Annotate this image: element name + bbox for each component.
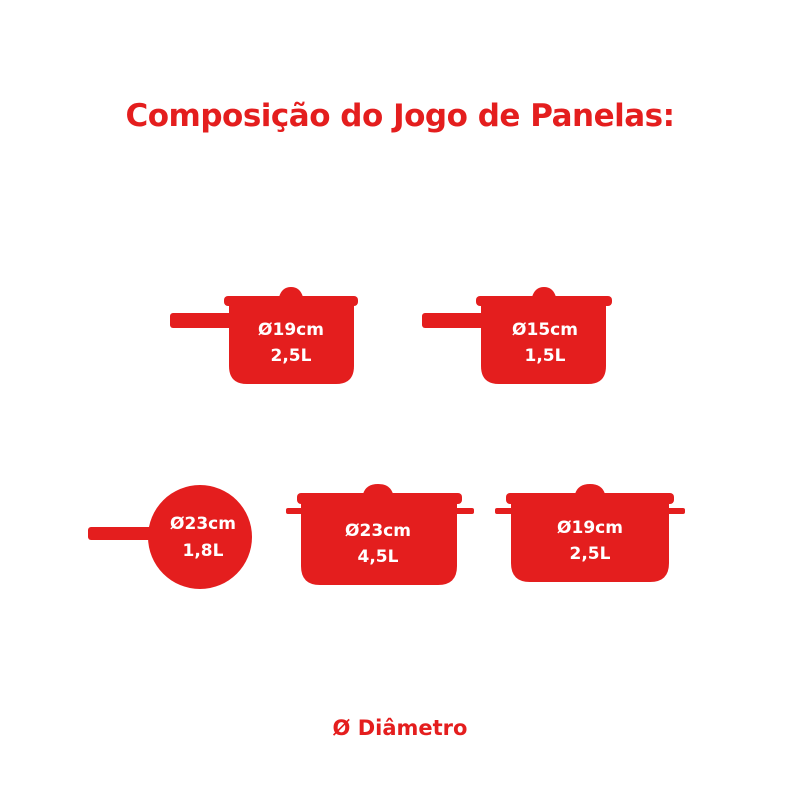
saucepan-body [481, 304, 606, 384]
casserole-handle-right [665, 508, 685, 514]
frying-pan-23cm: Ø23cm 1,8L [88, 485, 252, 589]
casserole-lid [506, 493, 674, 504]
saucepan-19cm: Ø19cm 2,5L [170, 287, 358, 384]
diameter-legend: Ø Diâmetro [332, 716, 468, 740]
casserole-lid [297, 493, 462, 504]
pot-volume: 2,5L [271, 346, 312, 366]
saucepan-lid [224, 296, 358, 306]
casserole-23cm: Ø23cm 4,5L [286, 484, 474, 585]
casserole-handle-left [495, 508, 515, 514]
saucepan-handle [422, 313, 484, 328]
casserole-19cm: Ø19cm 2,5L [495, 484, 685, 582]
pot-volume: 1,8L [183, 541, 224, 561]
casserole-handle-right [452, 508, 474, 514]
frying-pan-handle [88, 527, 158, 540]
casserole-body [301, 502, 457, 585]
saucepan-lid [476, 296, 612, 306]
pot-diameter: Ø23cm [170, 514, 236, 534]
pot-diameter: Ø23cm [345, 521, 411, 541]
pot-diameter: Ø19cm [557, 518, 623, 538]
pot-diameter: Ø15cm [512, 320, 578, 340]
saucepan-body [229, 304, 354, 384]
frying-pan-body [148, 485, 252, 589]
saucepan-handle [170, 313, 232, 328]
lid-knob [279, 287, 303, 297]
pot-volume: 2,5L [570, 544, 611, 564]
pot-volume: 4,5L [358, 547, 399, 567]
lid-knob [575, 484, 605, 494]
pot-diameter: Ø19cm [258, 320, 324, 340]
lid-knob [363, 484, 393, 494]
saucepan-15cm: Ø15cm 1,5L [422, 287, 612, 384]
pot-volume: 1,5L [525, 346, 566, 366]
casserole-body [511, 502, 669, 582]
page-title: Composição do Jogo de Panelas: [125, 98, 676, 134]
lid-knob [532, 287, 556, 297]
